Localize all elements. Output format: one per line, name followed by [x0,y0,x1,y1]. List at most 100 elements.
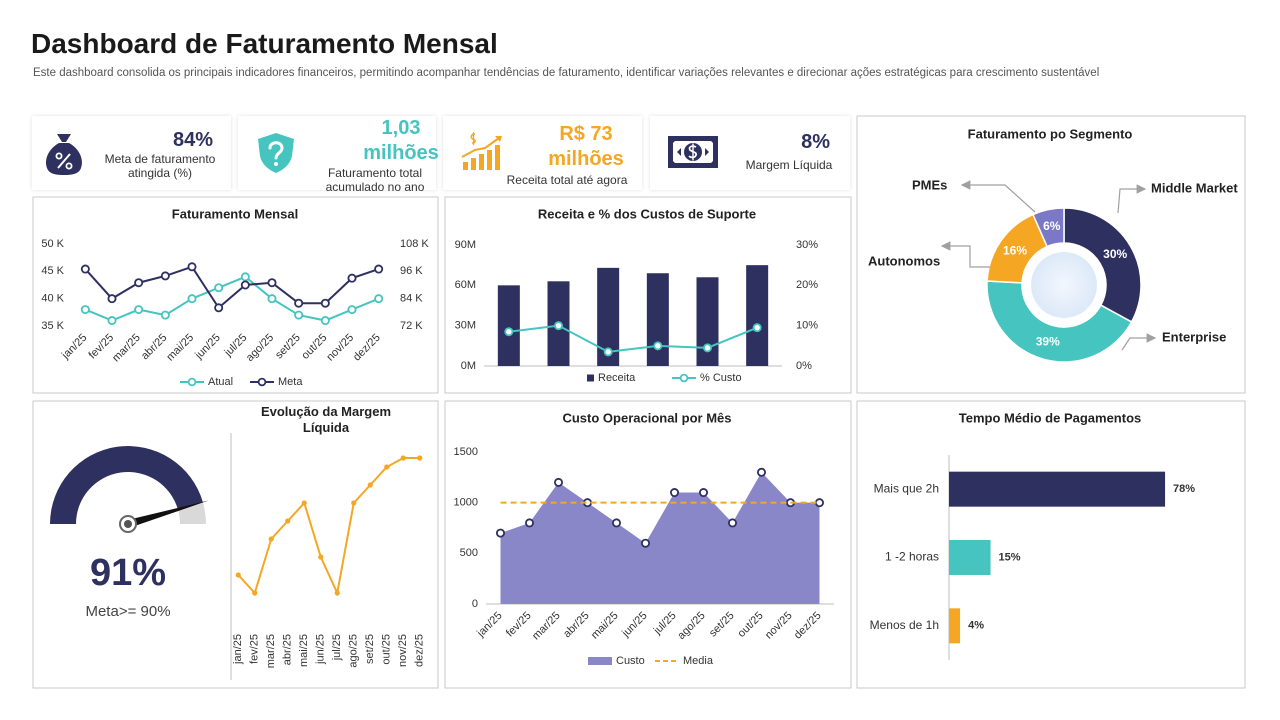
point [653,341,663,351]
page-title: Dashboard de Faturamento Mensal [31,28,498,59]
point [134,278,144,288]
point [347,273,357,283]
point [134,305,144,315]
point [703,343,713,353]
y2-tick-label: 72 K [400,320,423,332]
point [367,482,373,488]
line [84,265,379,310]
point [318,554,324,560]
legend-swatch [587,374,594,382]
point [268,536,274,542]
point [554,321,564,331]
chart-title: Tempo Médio de Pagamentos [959,410,1142,425]
legend-swatch [588,657,612,665]
kpi-card: 84% Meta de faturamento atingida (%) [32,116,231,190]
y2-tick-label: 30% [796,239,818,251]
bar [597,267,620,366]
point [334,590,340,596]
point [320,316,330,326]
legend-swatch [257,377,267,387]
bar [497,285,520,366]
panel [856,115,1246,394]
y-tick-label: 0 [472,598,478,610]
chart-title: Evolução da Margem Líquida [260,404,392,435]
icon-shield [258,133,294,173]
point [240,280,250,290]
point [267,294,277,304]
y2-tick-label: 96 K [400,265,423,277]
category-label: Middle Market [1151,180,1238,195]
x-tick-label: mar/25 [265,634,277,668]
gauge-caption: Meta>= 90% [85,603,170,620]
connector [940,241,990,268]
connector [960,180,1036,213]
slice-label: 39% [1036,334,1060,348]
point [214,303,224,313]
line [508,324,758,353]
page-subtitle: Este dashboard consolida os principais i… [33,67,1100,79]
area [500,472,820,604]
category-label: Autonomos [868,253,940,268]
legend-label: Media [683,655,714,667]
pie-slice [1063,207,1142,323]
bar [646,273,669,366]
kpi-label: Meta de faturamento atingida (%) [104,152,216,180]
legend-swatch [187,377,197,387]
point [752,323,762,333]
gauge-hub-dot [124,520,132,528]
bar [949,540,991,575]
point [214,283,224,293]
panel [32,400,439,689]
point [80,264,90,274]
y-tick-label: 50 K [41,238,64,250]
y2-tick-label: 10% [796,320,818,332]
x-tick-label: ago/25 [348,634,360,668]
point [757,467,767,477]
y-tick-label: 35 K [41,320,64,332]
slice-label: 16% [1003,243,1027,257]
point [160,271,170,281]
chart-title-box: Evolução da Margem Líquida [260,404,392,435]
y2-tick-label: 0% [796,360,812,372]
point [554,477,564,487]
kpi-value: 1,03 milhões [363,117,439,164]
legend-swatch [679,373,689,383]
point [235,572,241,578]
point [603,347,613,357]
point [495,528,505,538]
y-tick-label: 60M [455,279,476,291]
chart-title: Receita e % dos Custos de Suporte [538,206,756,221]
kpi-label: Margem Líquida [745,158,833,172]
y-tick-label: 90M [455,239,476,251]
point [267,278,277,288]
donut-center [1031,252,1097,318]
connector [1121,333,1157,351]
point [187,262,197,272]
legend-label: Atual [208,376,233,388]
y-tick-label: 0M [461,360,476,372]
x-tick-label: abr/25 [282,634,294,665]
chart-title: Faturamento po Segmento [968,126,1133,141]
point [301,500,307,506]
kpi-card: R$ 73 milhões Receita total até agora [443,116,642,190]
value-label: 78% [1173,483,1195,495]
point [107,294,117,304]
x-tick-label: dez/25 [414,634,426,667]
kpi-value: 84% [172,129,213,151]
point [525,518,535,528]
legend-label: % Custo [700,372,742,384]
bar [746,265,769,366]
y-tick-label: 30M [455,320,476,332]
kpi-value: 8% [801,131,830,153]
x-tick-label: fev/25 [249,634,261,664]
category-label: Mais que 2h [874,481,939,495]
line [237,457,420,597]
chart-title: Custo Operacional por Mês [562,410,731,425]
category-label: Enterprise [1162,329,1226,344]
point [252,590,258,596]
category-label: Menos de 1h [870,618,939,632]
point [670,488,680,498]
slice-label: 30% [1103,247,1127,261]
x-tick-label: jan/25 [232,634,244,665]
kpi-label: Faturamento total acumulado no ano [325,166,425,194]
